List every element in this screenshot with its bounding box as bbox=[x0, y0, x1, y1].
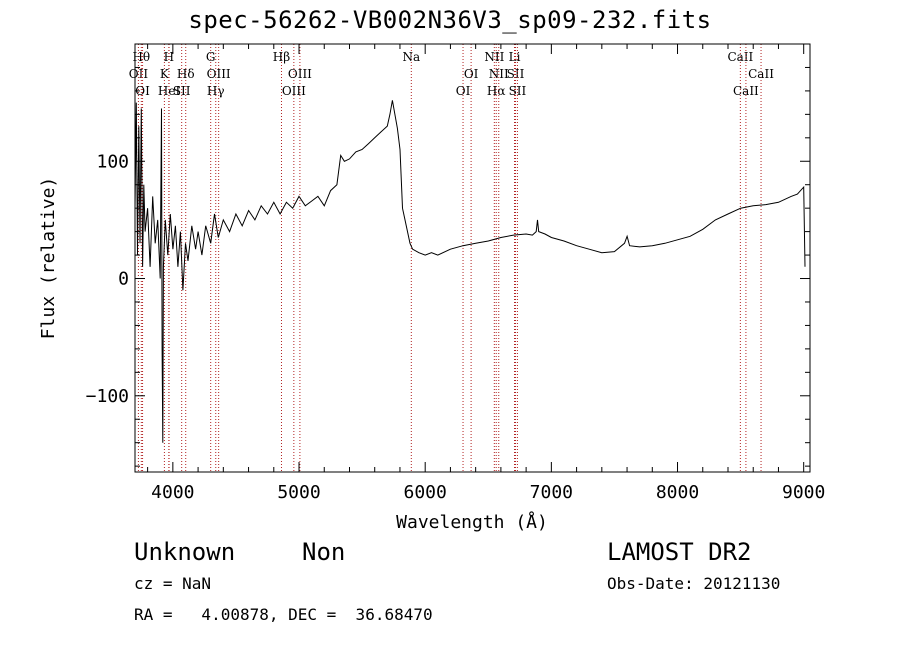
x-tick-label: 7000 bbox=[530, 482, 573, 503]
line-label: Hγ bbox=[207, 84, 225, 98]
line-label: CaII bbox=[748, 67, 774, 81]
plot-frame bbox=[134, 43, 811, 473]
line-label: Hδ bbox=[177, 67, 195, 81]
line-label: OIII bbox=[207, 67, 231, 81]
line-label: Hα bbox=[487, 84, 506, 98]
x-tick-label: 5000 bbox=[277, 482, 320, 503]
line-label: K bbox=[160, 67, 170, 81]
line-label: Li bbox=[509, 50, 521, 64]
redshift-cz: cz = NaN bbox=[134, 574, 212, 593]
survey-label: LAMOST DR2 bbox=[607, 538, 752, 566]
line-label: CaII bbox=[727, 50, 753, 64]
x-tick-label: 6000 bbox=[404, 482, 447, 503]
spectrum-series bbox=[134, 100, 806, 443]
chart-title: spec-56262-VB002N36V3_sp09-232.fits bbox=[188, 6, 712, 34]
line-label: Hβ bbox=[273, 50, 290, 64]
y-tick-label: 100 bbox=[96, 151, 129, 172]
y-tick-label: 0 bbox=[118, 269, 129, 290]
line-label: HeI bbox=[158, 84, 181, 98]
ra-dec: RA = 4.00878, DEC = 36.68470 bbox=[134, 605, 433, 624]
line-label: OI bbox=[135, 84, 150, 98]
object-subclass: Non bbox=[302, 538, 346, 566]
object-class: Unknown bbox=[134, 538, 236, 566]
obs-date: Obs-Date: 20121130 bbox=[607, 574, 781, 593]
line-label: Hθ bbox=[132, 50, 150, 64]
line-label: OIII bbox=[288, 67, 312, 81]
line-label: OI bbox=[464, 67, 479, 81]
line-label: OIII bbox=[282, 84, 306, 98]
line-label: SII bbox=[509, 84, 527, 98]
line-label: OII bbox=[129, 67, 149, 81]
line-label: NII bbox=[489, 67, 509, 81]
x-tick-label: 8000 bbox=[656, 482, 699, 503]
line-label: Na bbox=[402, 50, 420, 64]
line-label: SII bbox=[173, 84, 191, 98]
x-tick-label: 9000 bbox=[782, 482, 825, 503]
line-label: NII bbox=[484, 50, 504, 64]
emission-lines: OIIHθOIKHHeISIIHδGHγOIIIHβOIIIOIIINaOIOI… bbox=[129, 44, 774, 472]
x-tick-label: 4000 bbox=[151, 482, 194, 503]
line-label: OI bbox=[456, 84, 471, 98]
line-label: G bbox=[206, 50, 216, 64]
line-label: SII bbox=[507, 67, 525, 81]
line-label: CaII bbox=[733, 84, 759, 98]
y-axis-label: Flux (relative) bbox=[38, 177, 59, 340]
y-tick-label: −100 bbox=[86, 386, 129, 407]
x-axis-label: Wavelength (Å) bbox=[396, 511, 548, 533]
axis-ticks: 4000 5000 6000 7000 8000 9000 −100 0 100 bbox=[86, 44, 825, 503]
